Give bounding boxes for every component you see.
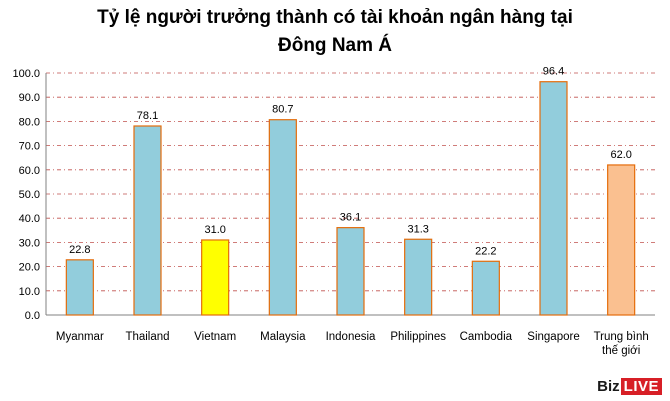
- y-tick-label: 40.0: [19, 213, 40, 225]
- x-tick-label: Indonesia: [326, 331, 376, 343]
- data-label: 22.2: [475, 245, 496, 257]
- brand-logo-part1: Biz: [597, 378, 620, 395]
- y-tick-label: 20.0: [19, 262, 40, 274]
- y-tick-label: 30.0: [19, 237, 40, 249]
- bar: [133, 125, 162, 316]
- x-tick-label: Cambodia: [460, 331, 513, 343]
- chart-title: Tỷ lệ người trưởng thành có tài khoản ng…: [0, 4, 670, 60]
- y-tick-label: 50.0: [19, 189, 40, 201]
- data-label: 78.1: [137, 110, 158, 122]
- bar: [201, 239, 230, 316]
- bar: [404, 238, 433, 316]
- y-tick-label: 10.0: [19, 286, 40, 298]
- x-tick-label: Myanmar: [56, 331, 104, 343]
- x-tick-label: Trung bình thế giới: [594, 331, 649, 357]
- y-tick-label: 70.0: [19, 141, 40, 153]
- chart-title-line2: Đông Nam Á: [278, 35, 392, 56]
- data-label: 80.7: [272, 104, 293, 116]
- data-label: 22.8: [69, 244, 90, 256]
- x-tick-label: Thailand: [125, 331, 169, 343]
- bar: [65, 259, 94, 316]
- bar: [268, 119, 297, 316]
- bar: [471, 260, 500, 316]
- x-tick-label: Vietnam: [194, 331, 236, 343]
- x-tick-label: Malaysia: [260, 331, 306, 343]
- brand-logo: Biz LIVE: [597, 378, 662, 395]
- chart-title-line1: Tỷ lệ người trưởng thành có tài khoản ng…: [97, 7, 573, 28]
- y-tick-label: 80.0: [19, 116, 40, 128]
- bar: [539, 81, 568, 316]
- x-tick-label: Philippines: [390, 331, 446, 343]
- bar: [336, 227, 365, 316]
- y-tick-label: 90.0: [19, 92, 40, 104]
- x-tick-label: Singapore: [527, 331, 579, 343]
- y-tick-label: 0.0: [25, 310, 40, 322]
- data-label: 62.0: [610, 149, 631, 161]
- brand-logo-part2: LIVE: [620, 378, 662, 395]
- data-label: 96.4: [543, 66, 564, 78]
- y-tick-label: 60.0: [19, 165, 40, 177]
- y-tick-label: 100.0: [12, 68, 40, 80]
- bar: [607, 164, 636, 316]
- data-label: 31.3: [407, 223, 428, 235]
- data-label: 36.1: [340, 212, 361, 224]
- data-label: 31.0: [204, 224, 225, 236]
